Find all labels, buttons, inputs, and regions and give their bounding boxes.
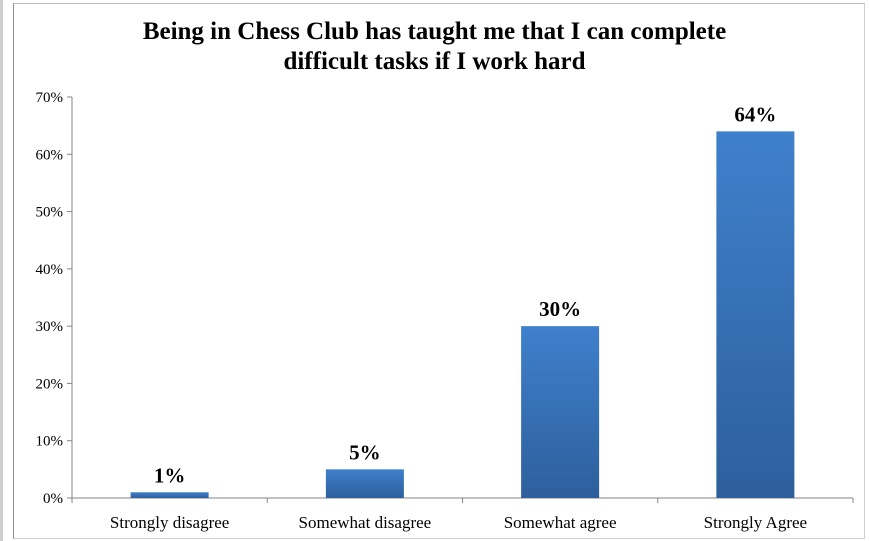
data-label: 30% (539, 297, 581, 321)
chart-title-line-1: Being in Chess Club has taught me that I… (142, 18, 727, 45)
data-label: 64% (734, 102, 776, 126)
x-category-label: Strongly Agree (704, 513, 807, 532)
bar-somewhat-disagree (325, 469, 404, 498)
data-label: 5% (349, 440, 381, 464)
bar-somewhat-agree (521, 326, 600, 498)
bar-strongly-disagree (130, 492, 209, 498)
y-tick-label: 60% (36, 147, 64, 163)
chart-title-line-2: difficult tasks if I work hard (283, 48, 586, 75)
x-category-label: Somewhat agree (504, 513, 617, 532)
y-tick-label: 10% (36, 434, 64, 450)
y-tick-label: 30% (36, 319, 64, 335)
data-label: 1% (154, 463, 186, 487)
chart-title: Being in Chess Club has taught me that I… (0, 17, 869, 77)
x-category-label: Strongly disagree (110, 513, 229, 532)
x-category-label: Somewhat disagree (299, 513, 432, 532)
window-edge (0, 0, 3, 541)
bar-strongly-agree (716, 131, 795, 498)
y-tick-label: 40% (36, 262, 64, 278)
y-tick-label: 20% (36, 376, 64, 392)
y-tick-label: 0% (43, 491, 63, 507)
y-tick-label: 50% (36, 205, 64, 221)
y-tick-label: 70% (36, 90, 64, 106)
